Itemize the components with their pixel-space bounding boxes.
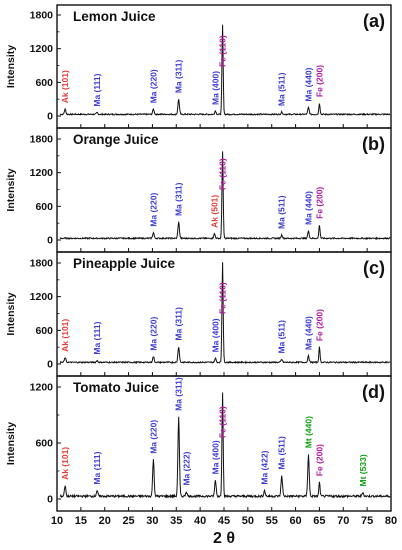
peak-label: Ma (111) — [92, 451, 102, 484]
peak-label: Ma (511) — [277, 195, 287, 229]
y-tick-label: 1200 — [30, 43, 54, 55]
peak-label: Ma (220) — [148, 193, 158, 227]
x-axis-label: 2 θ — [213, 530, 235, 547]
panel-letter: (a) — [363, 11, 385, 31]
peak-label: Ma (311) — [174, 377, 184, 411]
x-tick-label: 60 — [289, 515, 301, 527]
peak-label: Ma (400) — [210, 318, 220, 352]
y-tick-label: 1800 — [30, 258, 54, 270]
x-tick-label: 30 — [146, 515, 158, 527]
peak-label: Ma (111) — [92, 73, 102, 106]
y-axis-label: Intensity — [5, 45, 17, 88]
peak-label: Fe (110) — [218, 282, 228, 314]
x-tick-label: 10 — [51, 515, 63, 527]
x-tick-label: 65 — [313, 515, 325, 527]
panel-letter: (d) — [362, 382, 385, 402]
peak-label: Ak (101) — [60, 319, 70, 352]
x-tick-label: 20 — [99, 515, 111, 527]
y-tick-label: 600 — [35, 201, 53, 213]
peak-label: Ma (511) — [277, 72, 287, 106]
y-tick-label: 600 — [35, 77, 53, 89]
x-tick-label: 25 — [122, 515, 134, 527]
peak-label: Ak (101) — [60, 70, 70, 103]
x-tick-label: 55 — [266, 515, 278, 527]
peak-label: Ma (422) — [260, 450, 270, 484]
peak-label: Fe (110) — [218, 158, 228, 190]
spectrum-line — [59, 151, 391, 241]
y-tick-label: 0 — [47, 359, 53, 371]
peak-label: Ak (101) — [60, 447, 70, 480]
peak-label: Ma (400) — [210, 71, 220, 105]
y-tick-label: 1800 — [30, 134, 54, 146]
x-tick-label: 35 — [170, 515, 182, 527]
panel-title: Orange Juice — [73, 132, 159, 147]
x-tick-label: 40 — [194, 515, 206, 527]
y-tick-label: 0 — [47, 235, 53, 247]
y-axis-label: Intensity — [5, 292, 17, 335]
peak-label: Ma (400) — [210, 440, 220, 474]
x-tick-label: 80 — [385, 515, 397, 527]
peak-label: Mt (440) — [303, 416, 313, 448]
peak-label: Ma (111) — [92, 321, 102, 354]
x-tick-label: 45 — [218, 515, 230, 527]
peak-label: Ma (511) — [277, 320, 287, 354]
spectrum-line — [59, 24, 391, 116]
y-tick-label: 600 — [35, 438, 53, 450]
peak-label: Ak (501) — [209, 195, 219, 228]
peak-label: Fe (110) — [218, 406, 228, 438]
y-tick-label: 1200 — [30, 382, 54, 394]
peak-label: Fe (200) — [314, 65, 324, 97]
peak-label: Ma (511) — [277, 436, 287, 470]
panel-title: Pineapple Juice — [73, 256, 176, 271]
peak-label: Ma (440) — [303, 316, 313, 350]
y-axis-label: Intensity — [5, 422, 17, 465]
peak-label: Ma (440) — [303, 67, 313, 101]
y-tick-label: 0 — [47, 494, 53, 506]
peak-label: Ma (311) — [174, 307, 184, 341]
y-tick-label: 1800 — [30, 10, 54, 22]
panel-letter: (b) — [362, 134, 385, 154]
panel-letter: (c) — [363, 258, 385, 278]
peak-label: Fe (200) — [314, 444, 324, 476]
peak-label: Ma (220) — [148, 420, 158, 454]
peak-label: Fe (110) — [218, 35, 228, 67]
peak-label: Fe (200) — [314, 309, 324, 341]
peak-label: Ma (440) — [303, 191, 313, 225]
panel-title: Lemon Juice — [73, 9, 156, 24]
x-tick-label: 70 — [337, 515, 349, 527]
y-tick-label: 0 — [47, 111, 53, 123]
panel-title: Tomato Juice — [73, 380, 160, 395]
spectrum-line — [59, 262, 391, 365]
x-tick-label: 15 — [75, 515, 87, 527]
peak-label: Ma (311) — [174, 59, 184, 93]
peak-label: Ma (311) — [174, 182, 184, 216]
spectrum-line — [59, 392, 391, 499]
y-tick-label: 1200 — [30, 291, 54, 303]
peak-label: Fe (200) — [314, 187, 324, 219]
y-tick-label: 600 — [35, 325, 53, 337]
peak-label: Ma (220) — [148, 69, 158, 103]
peak-label: Ma (220) — [148, 317, 158, 351]
y-tick-label: 1200 — [30, 167, 54, 179]
peak-label: Mt (533) — [358, 454, 368, 486]
peak-label: Ma (222) — [181, 451, 191, 485]
x-tick-label: 50 — [242, 515, 254, 527]
y-axis-label: Intensity — [5, 168, 17, 211]
x-tick-label: 75 — [361, 515, 373, 527]
